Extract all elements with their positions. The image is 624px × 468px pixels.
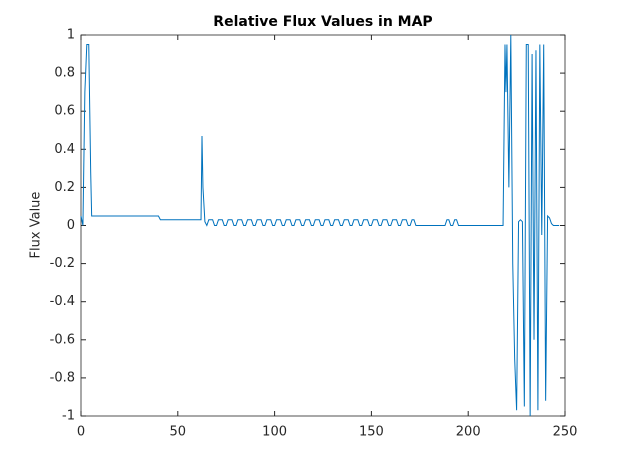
y-tick-label: 0: [67, 218, 75, 233]
y-tick-label: -0.2: [50, 256, 75, 271]
y-tick-label: 0.8: [54, 66, 75, 81]
x-tick-label: 200: [456, 425, 481, 440]
chart-title: Relative Flux Values in MAP: [213, 14, 432, 30]
y-tick-label: 0.2: [54, 180, 75, 195]
x-tick-label: 0: [77, 425, 85, 440]
y-tick-label: 0.6: [54, 104, 75, 119]
y-tick-label: 1: [67, 28, 75, 43]
y-tick-label: 0.4: [54, 142, 75, 157]
y-tick-label: -1: [62, 409, 75, 424]
x-tick-label: 150: [359, 425, 384, 440]
y-tick-label: -0.6: [50, 332, 75, 347]
x-tick-label: 250: [553, 425, 578, 440]
y-tick-label: -0.4: [50, 294, 75, 309]
y-axis-label: Flux Value: [29, 192, 44, 259]
x-tick-label: 100: [262, 425, 287, 440]
x-tick-label: 50: [170, 425, 187, 440]
data-line: [80, 34, 560, 417]
y-tick-label: -0.8: [50, 370, 75, 385]
